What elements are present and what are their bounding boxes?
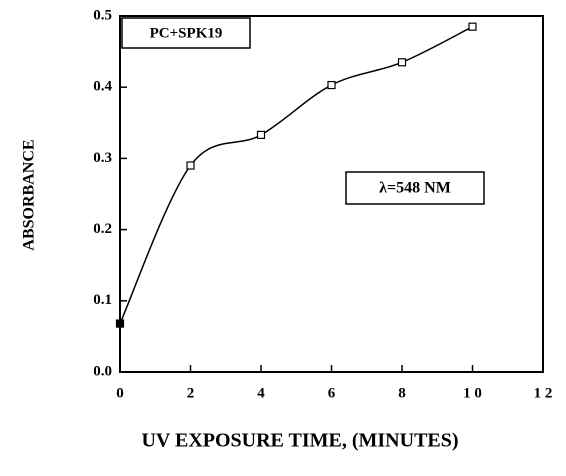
- marker: [327, 80, 336, 90]
- y-tick-label: 0.0: [93, 363, 112, 379]
- x-tick-label: 1 2: [534, 385, 553, 401]
- marker: [115, 319, 125, 328]
- marker: [256, 130, 266, 140]
- y-tick-label: 0.3: [93, 150, 112, 166]
- y-tick-label: 0.4: [93, 79, 112, 95]
- x-tick-label: 1 0: [463, 385, 482, 401]
- x-tick-label: 0: [116, 385, 124, 401]
- y-tick-label: 0.1: [93, 292, 112, 308]
- annotation-box: [345, 171, 485, 205]
- marker: [397, 58, 407, 67]
- y-tick-label: 0.5: [93, 7, 112, 23]
- annotation: λ=548 NM: [379, 180, 451, 197]
- x-tick-label: 2: [187, 385, 195, 401]
- x-tick-label: 6: [328, 385, 336, 401]
- y-axis-label: ABSORBANCE: [21, 139, 38, 250]
- legend-box: [121, 17, 251, 49]
- x-tick-label: 8: [398, 385, 406, 401]
- marker: [186, 161, 195, 170]
- y-tick-label: 0.2: [93, 221, 112, 237]
- marker: [468, 22, 477, 31]
- x-axis-label: UV EXPOSURE TIME, (MINUTES): [141, 430, 458, 452]
- x-tick-label: 4: [257, 385, 265, 401]
- legend-label: PC+SPK19: [150, 25, 223, 41]
